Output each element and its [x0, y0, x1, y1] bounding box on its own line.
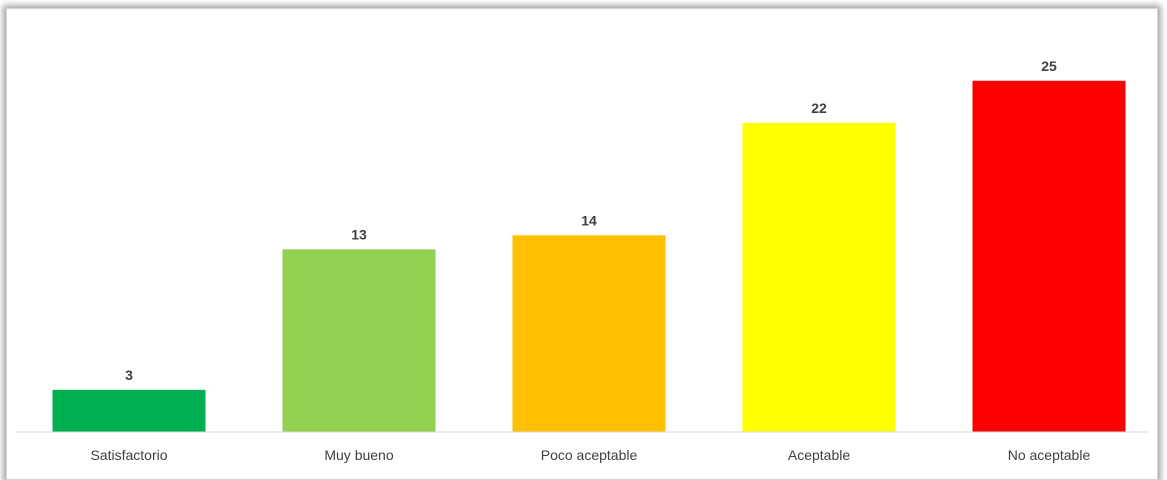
- bar-no-aceptable: [972, 80, 1126, 432]
- value-label: 25: [1041, 58, 1057, 74]
- bar-muy-bueno: [282, 249, 436, 432]
- value-label: 22: [811, 100, 827, 116]
- bar-poco-aceptable: [512, 235, 666, 432]
- category-label: Muy bueno: [324, 447, 393, 463]
- bars-group: [52, 80, 1126, 433]
- value-label: 13: [351, 226, 367, 242]
- bar-aceptable: [742, 122, 896, 433]
- category-label: Aceptable: [788, 447, 850, 463]
- bar-satisfactorio: [52, 389, 206, 432]
- category-label: Poco aceptable: [541, 447, 638, 463]
- category-label: No aceptable: [1008, 447, 1091, 463]
- value-labels-group: 3 13 14 22 25: [125, 58, 1057, 383]
- category-labels-group: Satisfactorio Muy bueno Poco aceptable Acep…: [90, 447, 1090, 463]
- category-label: Satisfactorio: [90, 447, 167, 463]
- bar-chart: 3 13 14 22 25 Satisfactorio Muy bueno Poco ace…: [16, 58, 1148, 463]
- value-label: 14: [581, 212, 597, 228]
- value-label: 3: [125, 367, 133, 383]
